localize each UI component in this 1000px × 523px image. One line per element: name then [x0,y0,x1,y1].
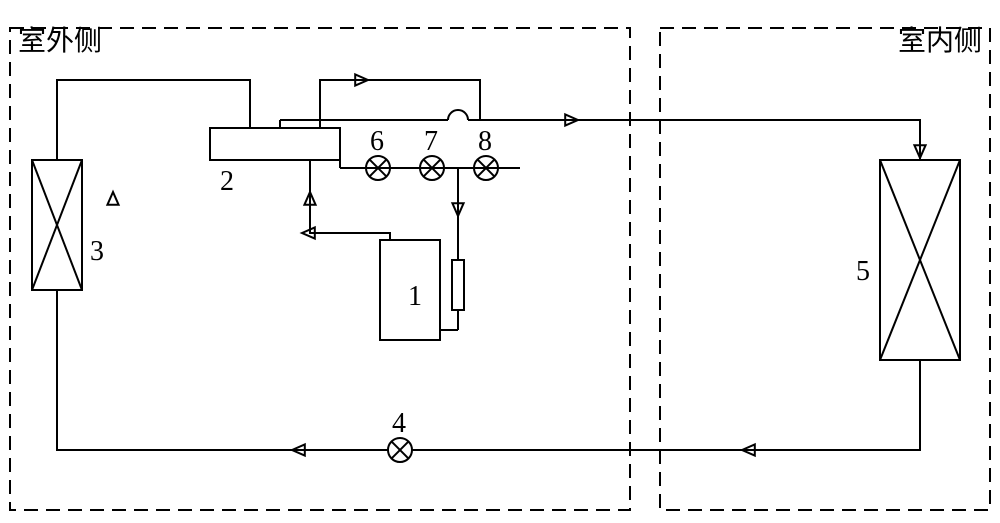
comp-2-label: 2 [220,166,234,197]
comp-1-label: 1 [408,281,422,312]
pipe-bottom-right [412,360,920,450]
valve8-label: 8 [478,126,492,157]
valve6-label: 6 [370,126,384,157]
valve4-label: 4 [392,408,406,439]
pipe-hop [448,110,468,120]
indoor-zone-label: 室内侧 [898,25,982,57]
outdoor-zone-label: 室外侧 [18,25,102,57]
hx-5 [880,160,960,360]
hx-5-label: 5 [856,256,870,287]
hx-3-label: 3 [90,236,104,267]
pipe-top-h-right [468,120,920,160]
comp-2 [210,128,340,160]
hx-3 [32,160,82,290]
pipe-bottom-left [57,290,388,450]
flow-arrow [107,192,118,205]
aux-rect [452,260,464,310]
pipe-3-to-2-left [57,80,250,160]
valve4 [388,438,412,462]
indoor-zone [660,28,990,510]
valve7-label: 7 [424,126,438,157]
pipe-1-to-2 [310,160,390,240]
